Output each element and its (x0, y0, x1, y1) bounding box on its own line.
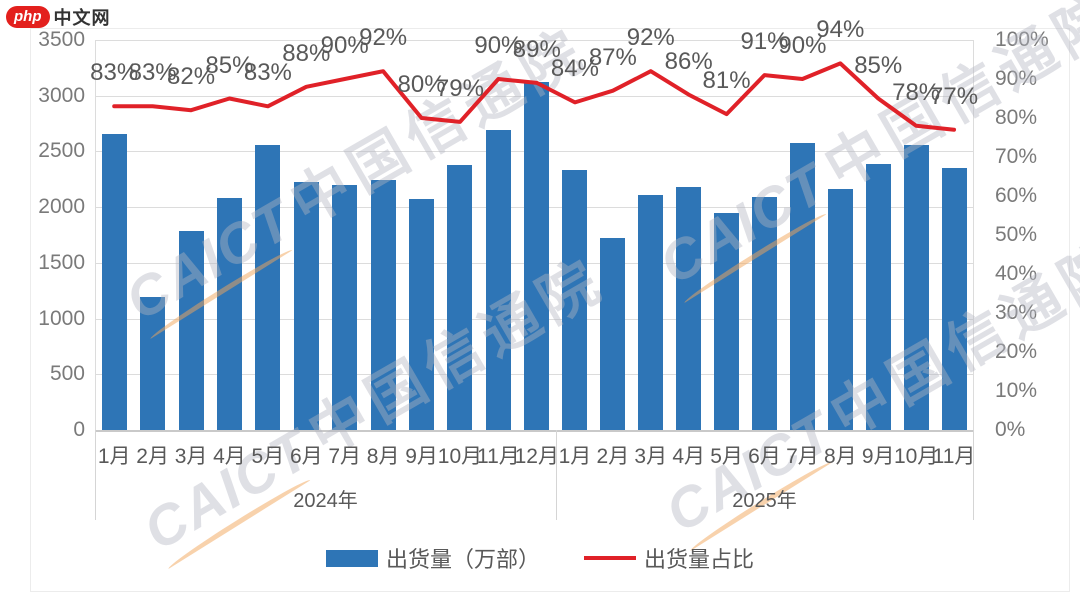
chart-frame (30, 28, 1070, 592)
bar (638, 194, 664, 430)
php-logo-badge: php (6, 6, 50, 28)
x-axis-month-label: 10月 (437, 445, 483, 468)
x-axis-month-label: 4月 (213, 445, 246, 468)
x-axis-month-label: 7月 (328, 445, 362, 468)
bar (485, 130, 511, 430)
bar (562, 170, 588, 430)
x-axis-month-label: 3月 (174, 445, 208, 468)
bar (332, 184, 358, 430)
right-axis-tick: 30% (995, 301, 1038, 324)
right-axis-tick: 60% (995, 184, 1038, 207)
gridline (95, 40, 973, 41)
php-logo-site-text: 中文网 (53, 8, 111, 28)
bar (789, 142, 815, 430)
bar (903, 144, 929, 430)
line-data-label: 94% (816, 16, 865, 44)
bar (409, 199, 435, 430)
bar (140, 297, 166, 430)
bar (255, 144, 281, 430)
left-axis-tick: 3000 (38, 83, 85, 107)
right-axis-tick: 90% (995, 67, 1038, 90)
x-axis-year-label: 2024年 (293, 490, 358, 512)
plot-left-border (95, 40, 96, 430)
bar (941, 168, 967, 430)
bar (216, 198, 242, 430)
right-axis-tick: 80% (995, 106, 1038, 129)
bar (600, 238, 626, 430)
x-axis-line (95, 430, 973, 432)
year-group-separator (973, 430, 974, 520)
line-series-swatch (584, 556, 636, 560)
line-data-label: 85% (854, 51, 903, 79)
x-axis-month-label: 5月 (251, 445, 285, 468)
right-axis-tick: 20% (995, 340, 1038, 363)
line-data-label: 79% (435, 74, 484, 102)
x-axis-month-label: 4月 (672, 445, 706, 468)
bar (827, 189, 853, 430)
line-data-label: 77% (930, 82, 979, 110)
bar (101, 133, 127, 430)
x-axis-month-label: 3月 (634, 445, 668, 468)
x-axis-month-label: 8月 (366, 445, 400, 468)
year-group-separator (556, 430, 557, 520)
plot-right-border (973, 40, 974, 430)
x-axis-month-label: 9月 (861, 445, 895, 468)
left-axis-tick: 2000 (38, 195, 85, 219)
x-axis-month-label: 2月 (136, 445, 169, 468)
x-axis-month-label: 12月 (514, 445, 559, 468)
left-axis-tick: 1500 (38, 250, 85, 274)
bar (293, 181, 319, 430)
left-axis-tick: 3500 (38, 28, 85, 51)
x-axis-month-label: 6月 (748, 445, 781, 468)
line-data-label: 90% (320, 32, 369, 59)
line-data-label: 92% (626, 24, 675, 52)
x-axis-month-label: 11月 (476, 445, 520, 468)
x-axis-month-label: 1月 (97, 445, 131, 468)
x-axis-month-label: 11月 (932, 445, 976, 468)
chart-legend: 出货量（万部） 出货量占比 (0, 542, 1080, 574)
x-axis-year-label: 2025年 (732, 490, 797, 512)
legend-item-shipments: 出货量（万部） (325, 542, 540, 574)
legend-label: 出货量（万部） (385, 547, 540, 572)
right-axis-tick: 100% (995, 28, 1049, 51)
x-axis-month-label: 5月 (710, 445, 743, 468)
x-axis-month-label: 7月 (786, 445, 819, 468)
line-data-label: 90% (474, 32, 523, 59)
line-data-label: 92% (359, 24, 408, 52)
left-axis-tick: 2500 (38, 139, 85, 163)
php-cn-logo: php 中文网 (6, 4, 111, 30)
right-axis-tick: 10% (995, 379, 1038, 402)
left-axis-tick: 500 (49, 362, 85, 386)
legend-label: 出货量占比 (644, 547, 755, 572)
left-axis-tick: 0 (73, 418, 85, 441)
bar (370, 180, 396, 430)
right-axis-tick: 40% (995, 262, 1038, 285)
year-group-separator (95, 430, 96, 520)
x-axis-month-label: 8月 (823, 445, 857, 468)
bar (865, 163, 891, 430)
line-data-label: 89% (512, 35, 561, 63)
left-axis-tick: 1000 (38, 306, 85, 330)
x-axis-month-label: 2月 (596, 445, 630, 468)
bar (714, 212, 740, 430)
line-data-label: 91% (740, 28, 789, 56)
bar (676, 187, 702, 430)
legend-item-share: 出货量占比 (584, 542, 754, 574)
x-axis-month-label: 10月 (893, 445, 939, 468)
right-axis-tick: 70% (995, 145, 1038, 168)
bar (752, 197, 777, 430)
line-data-label: 81% (702, 67, 751, 95)
x-axis-month-label: 1月 (558, 445, 592, 468)
bar (178, 230, 204, 430)
right-axis-tick: 0% (995, 418, 1026, 441)
line-data-label: 90% (778, 32, 827, 59)
bar-series-swatch (325, 549, 378, 567)
right-axis-tick: 50% (995, 223, 1038, 246)
bar (524, 82, 550, 430)
x-axis-month-label: 6月 (289, 445, 323, 468)
bar (447, 164, 473, 430)
x-axis-month-label: 9月 (405, 445, 438, 468)
